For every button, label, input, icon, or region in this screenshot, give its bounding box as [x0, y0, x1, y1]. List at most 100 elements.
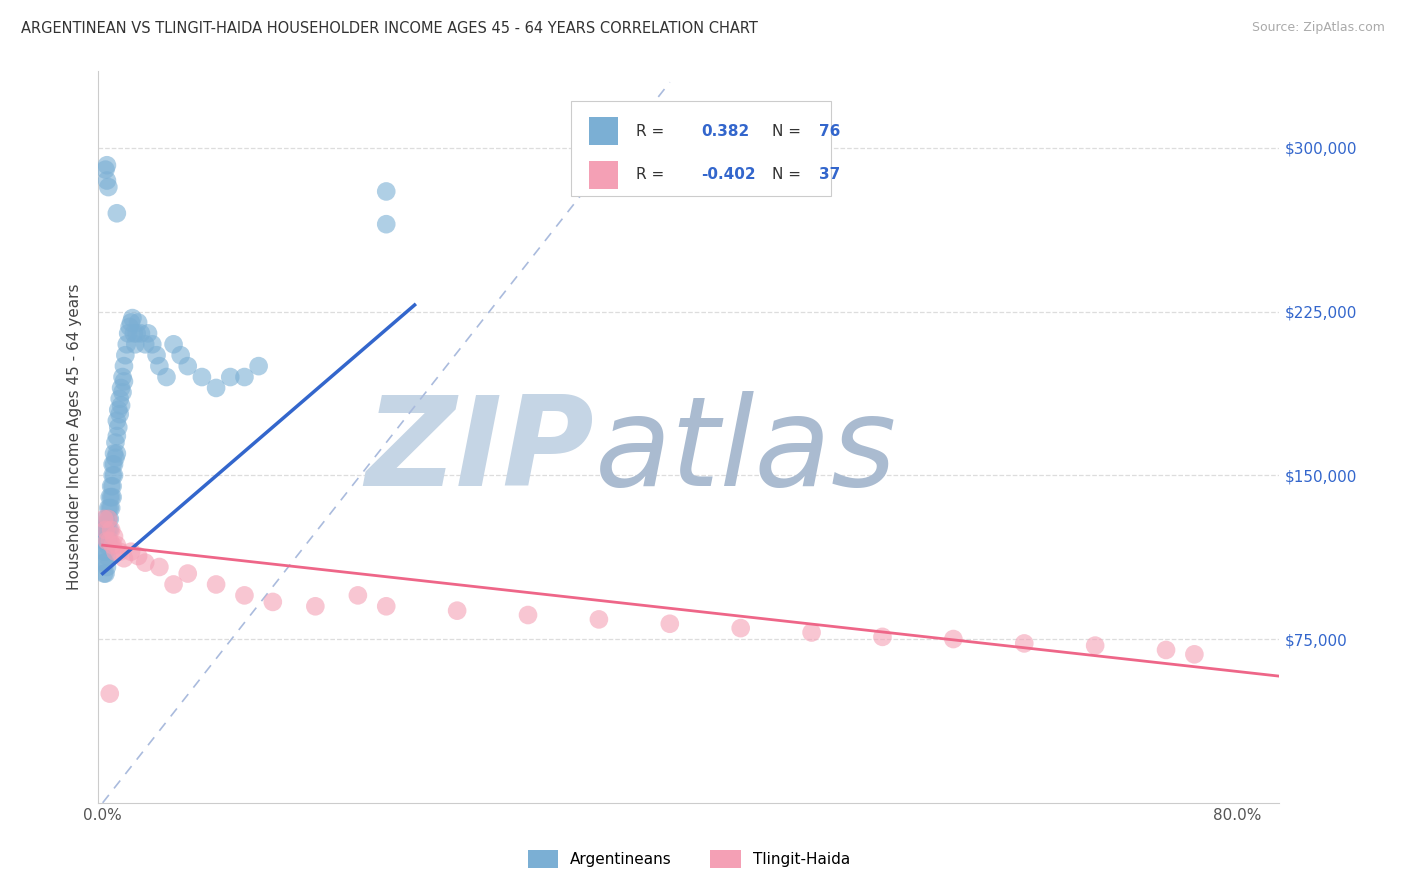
Point: [205, 381, 228, 395]
Text: 0.382: 0.382: [700, 124, 749, 138]
Point: [101, 490, 124, 504]
Point: [112, 375, 135, 389]
Point: [375, 599, 398, 614]
Point: [96, 549, 118, 563]
Point: [107, 402, 129, 417]
Point: [169, 348, 191, 362]
Point: [100, 490, 122, 504]
Point: [94, 523, 117, 537]
Point: [145, 348, 167, 362]
Point: [177, 566, 200, 581]
Point: [134, 556, 156, 570]
Point: [108, 392, 131, 406]
Point: [233, 370, 256, 384]
Text: ARGENTINEAN VS TLINGIT-HAIDA HOUSEHOLDER INCOME AGES 45 - 64 YEARS CORRELATION C: ARGENTINEAN VS TLINGIT-HAIDA HOUSEHOLDER…: [21, 21, 758, 37]
Text: N =: N =: [772, 124, 806, 138]
Point: [304, 599, 326, 614]
Point: [97, 512, 120, 526]
Point: [105, 414, 128, 428]
Point: [94, 545, 117, 559]
Point: [730, 621, 752, 635]
Point: [108, 545, 131, 559]
Point: [100, 501, 122, 516]
Point: [96, 158, 118, 172]
Point: [93, 533, 115, 548]
Point: [1182, 648, 1205, 662]
Point: [118, 319, 141, 334]
Point: [219, 370, 242, 384]
Point: [93, 566, 115, 581]
Point: [96, 516, 118, 531]
Point: [446, 604, 468, 618]
Point: [98, 687, 121, 701]
Text: 76: 76: [818, 124, 841, 138]
Point: [148, 359, 170, 373]
Point: [105, 446, 128, 460]
Point: [112, 551, 135, 566]
Point: [111, 385, 134, 400]
Point: [98, 490, 121, 504]
Point: [96, 533, 118, 548]
Point: [105, 206, 128, 220]
Point: [107, 420, 129, 434]
Point: [127, 549, 149, 563]
Point: [942, 632, 965, 646]
Bar: [571, 101, 831, 195]
Bar: [589, 117, 619, 145]
Point: [103, 446, 125, 460]
Point: [129, 326, 152, 341]
Text: N =: N =: [772, 168, 806, 182]
Point: [375, 217, 398, 231]
Point: [120, 315, 142, 329]
Point: [101, 458, 124, 472]
Text: Source: ZipAtlas.com: Source: ZipAtlas.com: [1251, 21, 1385, 35]
Point: [93, 523, 115, 537]
Point: [93, 545, 115, 559]
Point: [94, 523, 117, 537]
Point: [94, 533, 117, 548]
Text: -0.402: -0.402: [700, 168, 755, 182]
Point: [115, 337, 138, 351]
Point: [1012, 636, 1035, 650]
Point: [177, 359, 200, 373]
Point: [124, 337, 146, 351]
Point: [122, 326, 145, 341]
Point: [103, 529, 125, 543]
Point: [375, 185, 398, 199]
Point: [162, 577, 184, 591]
Point: [100, 479, 122, 493]
Point: [98, 512, 121, 526]
Point: [104, 435, 127, 450]
Point: [136, 326, 159, 341]
Point: [120, 545, 142, 559]
Point: [347, 588, 370, 602]
Bar: [589, 161, 619, 189]
Point: [97, 533, 120, 548]
Point: [100, 523, 122, 537]
Point: [101, 479, 124, 493]
Point: [96, 560, 118, 574]
Point: [121, 311, 143, 326]
Point: [658, 616, 681, 631]
Point: [517, 607, 540, 622]
Point: [191, 370, 214, 384]
Point: [134, 337, 156, 351]
Point: [111, 370, 134, 384]
Point: [94, 162, 117, 177]
Point: [93, 556, 115, 570]
Point: [97, 180, 120, 194]
Point: [105, 429, 128, 443]
Point: [125, 326, 148, 341]
Point: [247, 359, 270, 373]
Point: [98, 523, 121, 537]
Point: [108, 407, 131, 421]
Point: [588, 612, 610, 626]
Point: [97, 523, 120, 537]
Legend: Argentineans, Tlingit-Haida: Argentineans, Tlingit-Haida: [527, 850, 851, 868]
Point: [148, 560, 170, 574]
Point: [112, 359, 135, 373]
Point: [872, 630, 894, 644]
Y-axis label: Householder Income Ages 45 - 64 years: Householder Income Ages 45 - 64 years: [67, 284, 83, 591]
Text: R =: R =: [636, 124, 669, 138]
Point: [101, 538, 124, 552]
